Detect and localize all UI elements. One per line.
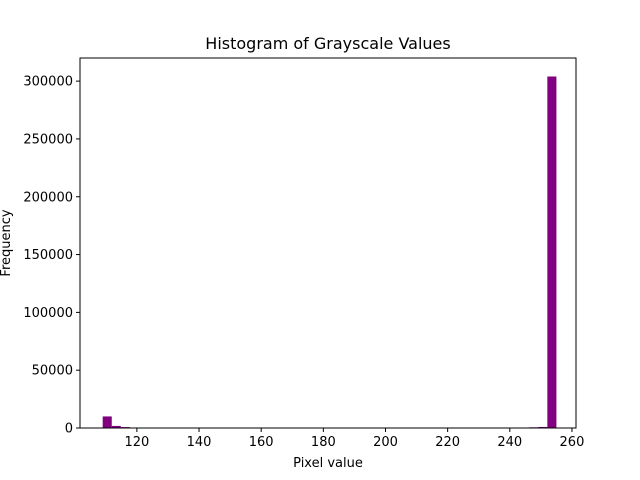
x-tick-label: 240 (497, 435, 522, 450)
y-axis-label: Frequency (0, 209, 14, 276)
x-tick-label: 200 (373, 435, 398, 450)
x-axis-label: Pixel value (293, 456, 363, 471)
y-tick-label: 300000 (23, 75, 73, 90)
axes-frame (79, 57, 577, 429)
histogram-bar (547, 76, 557, 428)
x-tick-label: 180 (311, 435, 336, 450)
histogram-bar (538, 426, 548, 428)
x-axis-ticks: 120 140 160 180 200 220 240 260 (124, 428, 584, 450)
chart-title: Histogram of Grayscale Values (205, 34, 450, 53)
y-tick-label: 200000 (23, 190, 73, 205)
x-tick-label: 160 (249, 435, 274, 450)
x-tick-label: 120 (124, 435, 149, 450)
y-axis-ticks: 0 50000 100000 150000 200000 250000 300000 (23, 75, 80, 437)
histogram-bar (111, 425, 121, 428)
y-tick-label: 250000 (23, 132, 73, 147)
y-tick-label: 0 (65, 422, 73, 437)
y-tick-label: 100000 (23, 306, 73, 321)
plot-area (80, 58, 576, 428)
y-tick-label: 150000 (23, 248, 73, 263)
x-tick-label: 140 (187, 435, 212, 450)
histogram-bar (102, 416, 112, 428)
x-tick-label: 260 (560, 435, 585, 450)
y-tick-label: 50000 (32, 364, 73, 379)
x-tick-label: 220 (435, 435, 460, 450)
